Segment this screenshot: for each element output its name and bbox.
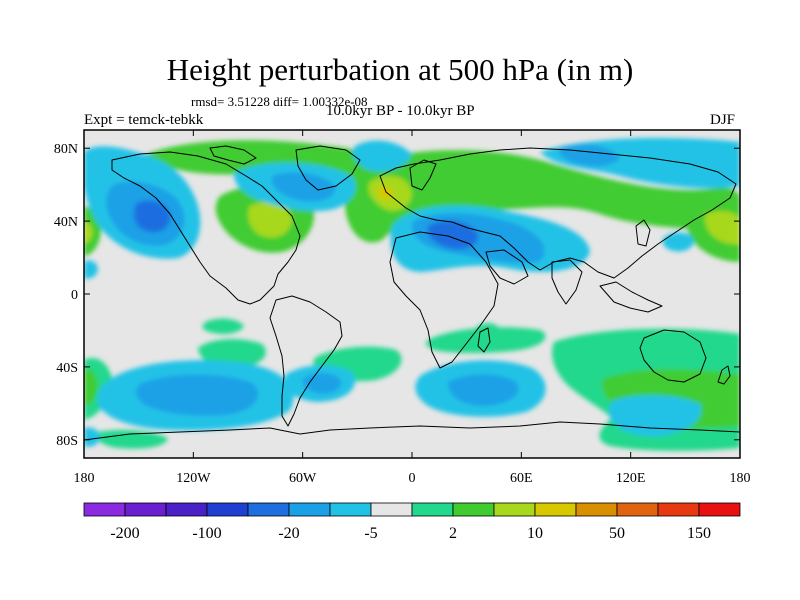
y-tick-label: 80S (56, 434, 78, 449)
colorbar-swatch (165, 502, 208, 517)
coastlines (84, 145, 740, 441)
colorbar-swatch (370, 502, 413, 517)
coastline-new-zealand (717, 365, 731, 385)
colorbar-swatch (698, 502, 741, 517)
coastline-madagascar (477, 327, 491, 353)
contour-fill (558, 144, 620, 167)
colorbar-swatch (83, 502, 126, 517)
x-tick-label: 120W (176, 471, 211, 486)
contour-fill (352, 140, 412, 172)
contour-fill (202, 318, 244, 334)
coastline-eurasia (379, 147, 737, 279)
contour-fill (448, 374, 519, 406)
colorbar-label: 2 (449, 525, 457, 542)
coastline-canadian-arctic (209, 145, 257, 165)
x-tick-label: 60W (289, 471, 317, 486)
contour-fill (135, 374, 259, 416)
stats-label: rmsd= 3.51228 diff= 1.00332e-08 (191, 94, 368, 109)
colorbar-swatch (575, 502, 618, 517)
colorbar-swatch (247, 502, 290, 517)
y-tick-label: 40S (56, 361, 78, 376)
colorbar: -200 -100 -20 -5 2 10 50 150 (83, 502, 741, 542)
colorbar-swatch (329, 502, 372, 517)
coastline-india (551, 259, 583, 305)
contour-fill (662, 232, 694, 252)
contour-fill (475, 323, 500, 339)
contour-fill (608, 395, 702, 437)
coastline-scandinavia (409, 159, 437, 191)
perturbation-field (84, 137, 740, 451)
coastline-north-america (111, 151, 301, 305)
y-tick-label: 0 (71, 288, 78, 303)
colorbar-swatch (206, 502, 249, 517)
experiment-label: Expt = temck-tebkk (84, 112, 204, 128)
colorbar-label: 10 (527, 525, 543, 542)
colorbar-swatch (616, 502, 659, 517)
contour-fill (378, 186, 393, 200)
colorbar-label: 50 (609, 525, 625, 542)
colorbar-label: -5 (364, 525, 377, 542)
coastline-southeast-asia (599, 281, 663, 313)
contour-fill (84, 260, 98, 279)
contour-fill (84, 427, 100, 447)
axis-ticks: 180 120W 60W 0 60E 120E 180 80N 40N 0 40S 80S (54, 130, 751, 486)
contour-fill (133, 200, 171, 233)
colorbar-label: 150 (687, 525, 711, 542)
coastline-africa (389, 231, 499, 369)
colorbar-swatch (411, 502, 454, 517)
plot-title: Height perturbation at 500 hPa (in m) (166, 52, 634, 87)
colorbar-swatch (657, 502, 700, 517)
coastline-greenland (295, 145, 361, 191)
coastline-antarctica (84, 421, 740, 441)
contour-fill (96, 430, 168, 449)
colorbar-swatch (493, 502, 536, 517)
x-tick-label: 120E (616, 471, 646, 486)
coastline-australia (639, 329, 707, 383)
contour-fill (271, 172, 336, 202)
contour-fill (84, 368, 98, 406)
coastline-south-america (269, 295, 343, 427)
colorbar-swatch (124, 502, 167, 517)
colorbar-label: -100 (192, 525, 221, 542)
coastline-arabia (485, 249, 529, 285)
y-tick-label: 80N (54, 142, 78, 157)
contour-fill (704, 211, 740, 245)
x-tick-label: 180 (74, 471, 95, 486)
colorbar-label: -20 (278, 525, 299, 542)
x-tick-label: 0 (409, 471, 416, 486)
contour-fill (248, 202, 292, 238)
colorbar-swatch (452, 502, 495, 517)
period-label: 10.0kyr BP - 10.0kyr BP (326, 103, 475, 119)
y-tick-label: 40N (54, 215, 78, 230)
contour-fill (84, 222, 93, 243)
coastline-japan (635, 219, 651, 247)
colorbar-label: -200 (110, 525, 139, 542)
x-tick-label: 60E (510, 471, 533, 486)
contour-fill (345, 150, 740, 243)
x-tick-label: 180 (730, 471, 751, 486)
colorbar-swatch (534, 502, 577, 517)
season-label: DJF (710, 112, 736, 128)
contour-fill (426, 327, 546, 353)
colorbar-swatch (288, 502, 331, 517)
